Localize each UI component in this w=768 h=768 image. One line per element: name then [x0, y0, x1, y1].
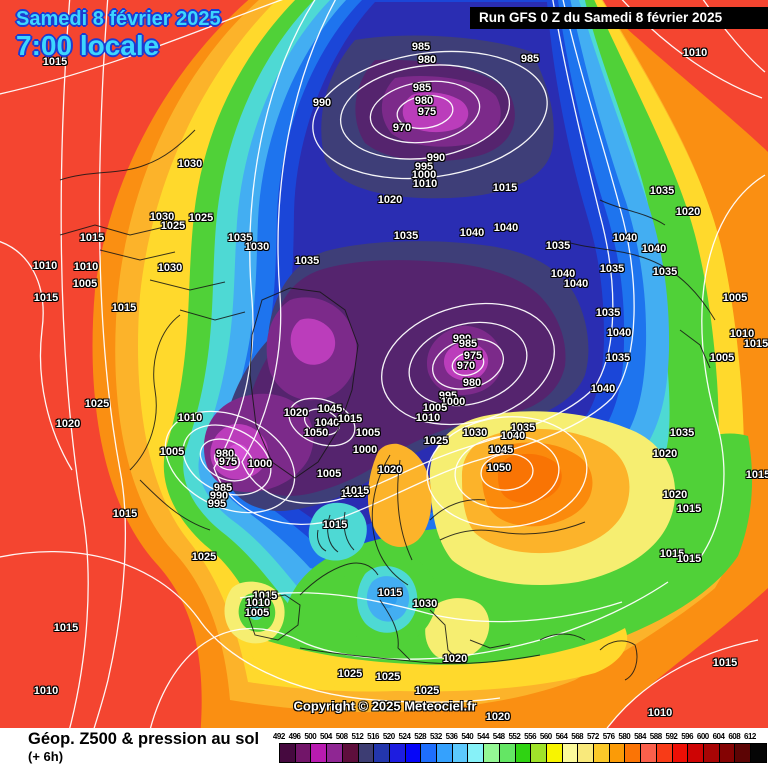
z500-pressure-map — [0, 0, 768, 728]
legend-tick: 592 — [665, 732, 678, 741]
legend-cell — [718, 743, 735, 763]
legend-cell — [373, 743, 389, 763]
legend-cell — [341, 743, 358, 763]
legend-tick: 568 — [571, 732, 584, 741]
legend-tick: 604 — [712, 732, 725, 741]
legend-cell — [530, 743, 546, 763]
legend-cell — [750, 743, 766, 763]
map-title: Géop. Z500 & pression au sol — [28, 730, 260, 748]
legend-cell — [561, 743, 578, 763]
legend-cell — [467, 743, 484, 763]
legend-tick: 528 — [414, 732, 427, 741]
legend-tick: 496 — [288, 732, 301, 741]
legend-tick: 600 — [696, 732, 709, 741]
coastlines — [59, 129, 716, 681]
legend-tick: 612 — [744, 732, 756, 741]
legend-cell — [357, 743, 374, 763]
legend-tick: 520 — [382, 732, 395, 741]
legend-tick: 516 — [367, 732, 379, 741]
legend-cell — [734, 743, 751, 763]
legend-cell — [608, 743, 625, 763]
legend-tick: 532 — [429, 732, 442, 741]
legend-cell — [279, 743, 295, 763]
legend-cell — [436, 743, 452, 763]
legend-tick: 576 — [602, 732, 615, 741]
legend-tick: 500 — [304, 732, 317, 741]
legend-tick: 504 — [320, 732, 332, 741]
legend-cell — [671, 743, 688, 763]
legend-tick: 540 — [461, 732, 474, 741]
legend-tick: 536 — [445, 732, 458, 741]
footer-bar: Géop. Z500 & pression au sol (+ 6h) 492 4… — [0, 728, 768, 768]
legend-tick: 588 — [649, 732, 662, 741]
legend-cell — [593, 743, 609, 763]
legend-cell — [640, 743, 656, 763]
legend-cell — [294, 743, 311, 763]
legend-tick: 608 — [728, 732, 741, 741]
color-scale-legend: 492 496 500 504 508 512 516 520 524 528 532 536 540 5… — [273, 732, 767, 766]
legend-cell — [514, 743, 531, 763]
legend-tick: 596 — [681, 732, 694, 741]
run-banner: Run GFS 0 Z du Samedi 8 février 2025 — [470, 7, 768, 29]
legend-tick: 508 — [335, 732, 348, 741]
legend-cell — [498, 743, 515, 763]
legend-cell — [655, 743, 672, 763]
legend-cell — [577, 743, 594, 763]
legend-tick: 492 — [272, 732, 285, 741]
time-label: 7:00 locale — [16, 30, 160, 61]
copyright-text: Copyright © 2025 Meteociel.fr — [293, 698, 477, 714]
legend-cell — [310, 743, 327, 763]
legend-cell — [420, 743, 437, 763]
legend-cell — [687, 743, 703, 763]
legend-tick: 544 — [477, 732, 489, 741]
legend-tick: 580 — [618, 732, 631, 741]
legend-tick: 572 — [586, 732, 599, 741]
legend-cell — [451, 743, 468, 763]
legend-cell — [483, 743, 499, 763]
legend-tick: 512 — [351, 732, 364, 741]
legend-tick: 560 — [539, 732, 552, 741]
date-label: Samedi 8 février 2025 — [16, 8, 221, 30]
legend-tick: 584 — [634, 732, 646, 741]
legend-tick: 524 — [398, 732, 411, 741]
map-area: 1015 985 980 985 990 985 980 975 970 990 995 1000 10… — [0, 0, 768, 728]
legend-cell — [388, 743, 405, 763]
legend-cell — [404, 743, 421, 763]
legend-tick: 564 — [555, 732, 568, 741]
legend-cells — [279, 743, 767, 763]
legend-ticks: 492 496 500 504 508 512 516 520 524 528 532 536 540 5… — [271, 732, 758, 741]
legend-tick: 556 — [524, 732, 537, 741]
legend-cell — [545, 743, 562, 763]
legend-tick: 548 — [492, 732, 505, 741]
legend-tick: 552 — [508, 732, 521, 741]
legend-cell — [624, 743, 641, 763]
legend-cell — [702, 743, 719, 763]
forecast-hour: (+ 6h) — [28, 749, 64, 764]
legend-cell — [326, 743, 342, 763]
